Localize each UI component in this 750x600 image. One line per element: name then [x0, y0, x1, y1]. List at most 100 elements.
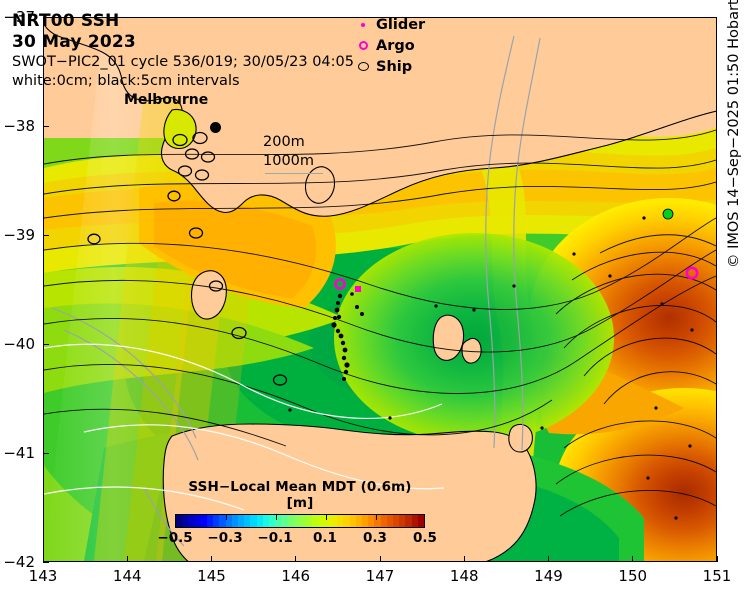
x-axis-tick	[716, 556, 718, 562]
x-axis-tick	[295, 556, 297, 562]
x-axis-tick	[126, 556, 128, 562]
colorbar-gradient[interactable]	[175, 514, 425, 528]
colorbar-segment	[300, 515, 307, 527]
colorbar-segment	[176, 515, 183, 527]
colorbar-segment	[219, 515, 226, 527]
colorbar-segment	[213, 515, 220, 527]
y-axis-tick	[43, 16, 49, 18]
y-axis-label: −42	[3, 553, 35, 571]
x-axis-label: 151	[702, 567, 732, 585]
colorbar-segment	[374, 515, 381, 527]
x-axis-label: 149	[534, 567, 563, 585]
y-axis-label: −39	[3, 226, 35, 244]
ssh-white-zero-contour	[44, 343, 445, 511]
bathy-label-1000m: 1000m	[263, 153, 315, 169]
y-axis-label: −40	[3, 335, 35, 353]
legend-label-ship: Ship	[376, 58, 413, 75]
argo-circle-icon	[350, 41, 376, 50]
colorbar-segment	[306, 515, 313, 527]
glider-track	[288, 216, 694, 520]
x-axis-tick	[548, 556, 549, 562]
colorbar-segment	[269, 515, 276, 527]
credit-line: © IMOS 14−Sep−2025 01:50 Hobart	[726, 0, 742, 268]
colorbar-segment	[287, 515, 295, 527]
x-axis-label: 147	[365, 567, 395, 585]
y-axis-label: −41	[3, 444, 35, 462]
bathy-underline	[265, 173, 323, 174]
source-line: SWOT−PIC2_01 cycle 536/019; 30/05/23 04:…	[12, 54, 354, 70]
legend-item-ship[interactable]: Ship	[350, 56, 425, 77]
colorbar-segment	[225, 515, 233, 527]
map-header-text: NRT00 SSH 30 May 2023 SWOT−PIC2_01 cycle…	[12, 11, 354, 91]
observation-legend: Glider Argo Ship	[350, 14, 425, 77]
colorbar-segment	[281, 515, 288, 527]
colorbar-notch	[276, 515, 277, 520]
colorbar-segment	[262, 515, 270, 527]
colorbar-tick-label: −0.1	[257, 530, 293, 546]
ship-observations	[87, 131, 288, 386]
y-axis-tick	[43, 452, 49, 454]
colorbar-notch	[326, 515, 327, 520]
melbourne-label: Melbourne	[124, 92, 209, 108]
colorbar-notch	[226, 515, 227, 520]
colorbar-segment	[293, 515, 301, 527]
x-axis-label: 143	[28, 567, 58, 585]
colorbar-segment	[194, 515, 202, 527]
colorbar-segment	[182, 515, 189, 527]
colorbar-tick-label: −0.5	[157, 530, 193, 546]
ship-circle-icon	[350, 62, 376, 71]
x-axis-tick	[42, 556, 44, 562]
ssh-field-svg	[44, 18, 716, 561]
colorbar-segment	[337, 515, 344, 527]
colorbar-segment	[200, 515, 208, 527]
x-axis-tick	[379, 556, 381, 562]
colorbar-segment	[368, 515, 375, 527]
x-axis-label: 144	[112, 567, 142, 585]
y-axis-tick	[43, 125, 49, 127]
colorbar-ticklabels: −0.5 −0.3 −0.1 0.1 0.3 0.5	[157, 528, 437, 546]
y-axis-tick	[43, 561, 49, 563]
x-axis-label: 150	[618, 567, 648, 585]
bathy-label-200m: 200m	[263, 134, 305, 150]
colorbar-segment	[411, 515, 419, 527]
y-axis-label: −38	[3, 117, 35, 135]
bathymetry-legend: 200m 1000m	[263, 133, 323, 174]
ssh-black-contours	[44, 129, 716, 517]
legend-item-argo[interactable]: Argo	[350, 35, 425, 56]
colorbar-segment	[312, 515, 319, 527]
colorbar-segment	[207, 515, 214, 527]
y-axis-label: −37	[3, 8, 35, 26]
legend-item-glider[interactable]: Glider	[350, 14, 425, 35]
colorbar-tick-label: −0.3	[207, 530, 243, 546]
x-axis-label: 148	[449, 567, 479, 585]
x-axis-tick	[632, 556, 634, 562]
colorbar-segment	[349, 515, 357, 527]
colorbar-segment	[331, 515, 338, 527]
figure-date: 30 May 2023	[12, 32, 136, 52]
colorbar-segment	[362, 515, 369, 527]
colorbar-segment	[399, 515, 406, 527]
colorbar[interactable]: SSH−Local Mean MDT (0.6m) [m] −0.5 −0.3 −0…	[157, 479, 437, 546]
colorbar-tick-label: 0.3	[363, 530, 387, 546]
colorbar-segment	[386, 515, 394, 527]
x-axis-label: 146	[281, 567, 311, 585]
colorbar-tick-label: 0.5	[413, 530, 437, 546]
map-plot-area[interactable]	[43, 17, 717, 562]
colorbar-segment	[355, 515, 363, 527]
glider-dot-icon	[350, 22, 376, 27]
colorbar-segment	[250, 515, 257, 527]
colorbar-segment	[343, 515, 350, 527]
contour-interval-line: white:0cm; black:5cm intervals	[12, 73, 240, 89]
colorbar-title: SSH−Local Mean MDT (0.6m) [m]	[188, 479, 412, 511]
colorbar-notch	[376, 515, 377, 520]
x-axis-tick	[463, 556, 465, 562]
y-axis-tick	[43, 234, 49, 236]
colorbar-segment	[417, 515, 425, 527]
colorbar-segment	[188, 515, 195, 527]
x-axis-tick	[211, 556, 212, 562]
colorbar-segment	[318, 515, 326, 527]
colorbar-segment	[380, 515, 388, 527]
colorbar-segment	[231, 515, 239, 527]
obs-marker-green	[662, 208, 674, 220]
